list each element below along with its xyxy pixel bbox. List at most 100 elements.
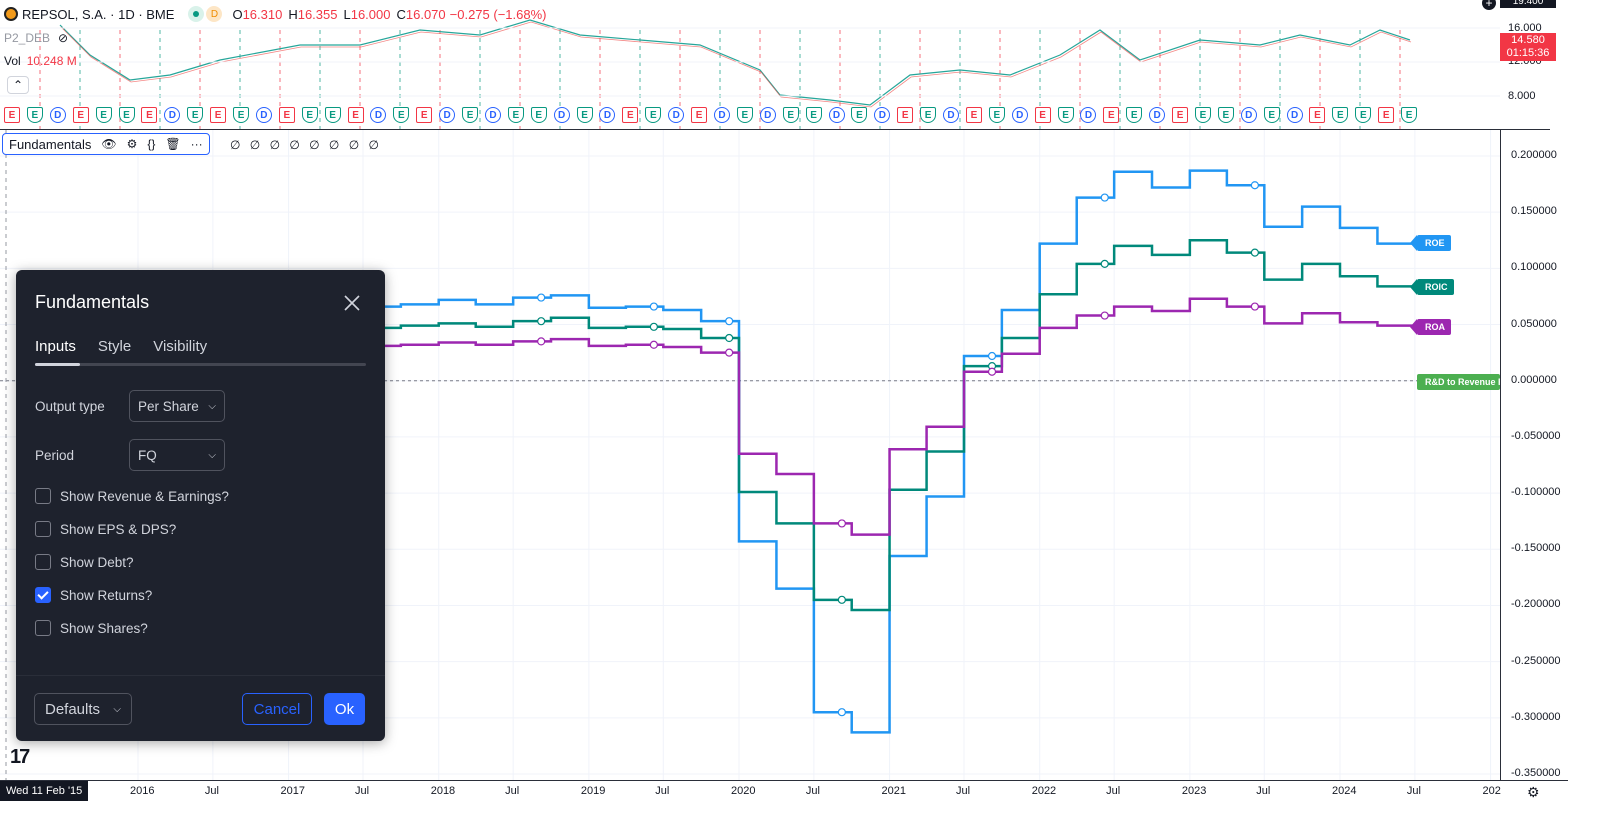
earnings-event-badge[interactable]: E (278, 107, 295, 123)
earnings-event-badge[interactable]: E (324, 107, 341, 123)
dividend-event-badge[interactable]: D (49, 107, 66, 123)
tab-style[interactable]: Style (97, 338, 132, 355)
earnings-event-badge[interactable]: E (187, 107, 204, 123)
earnings-event-badge[interactable]: E (72, 107, 89, 123)
earnings-event-badge[interactable]: E (988, 107, 1005, 123)
earnings-event-badge[interactable]: E (1217, 107, 1234, 123)
earnings-event-badge[interactable]: E (645, 107, 662, 123)
earnings-event-badge[interactable]: E (1057, 107, 1074, 123)
ok-button[interactable]: Ok (324, 693, 365, 725)
earnings-event-badge[interactable]: E (347, 107, 364, 123)
p2-label[interactable]: P2_DEB (4, 31, 51, 45)
checkbox-row[interactable]: Show Shares? (35, 620, 148, 636)
indicator-legend[interactable]: Fundamentals 👁 ⚙ {} 🗑 ··· (2, 133, 210, 155)
earnings-event-badge[interactable]: E (530, 107, 547, 123)
checkbox-row[interactable]: Show EPS & DPS? (35, 521, 176, 537)
dividend-event-badge[interactable]: D (874, 107, 891, 123)
show-revenue-checkbox[interactable] (35, 488, 51, 504)
dividend-event-badge[interactable]: D (1286, 107, 1303, 123)
more-dots-icon[interactable]: ··· (190, 137, 203, 151)
checkbox-row[interactable]: Show Debt? (35, 554, 134, 570)
close-icon[interactable] (341, 292, 363, 314)
earnings-event-badge[interactable]: E (805, 107, 822, 123)
dividend-event-badge[interactable]: D (668, 107, 685, 123)
earnings-event-badge[interactable]: E (897, 107, 914, 123)
earnings-event-badge[interactable]: E (462, 107, 479, 123)
dividend-event-badge[interactable]: D (943, 107, 960, 123)
indicator-name[interactable]: Fundamentals (9, 136, 92, 152)
earnings-event-badge[interactable]: E (210, 107, 227, 123)
earnings-event-badge[interactable]: E (507, 107, 524, 123)
earnings-event-badge[interactable]: E (1378, 107, 1395, 123)
dividend-event-badge[interactable]: D (828, 107, 845, 123)
add-plus-icon[interactable]: + (1482, 0, 1496, 10)
earnings-event-badge[interactable]: E (1355, 107, 1372, 123)
earnings-event-badge[interactable]: E (1034, 107, 1051, 123)
checkbox-row[interactable]: Show Returns? (35, 587, 152, 603)
earnings-event-badge[interactable]: E (233, 107, 250, 123)
earnings-event-badge[interactable]: E (622, 107, 639, 123)
earnings-event-badge[interactable]: E (4, 107, 20, 123)
earnings-event-badge[interactable]: E (920, 107, 937, 123)
dividend-event-badge[interactable]: D (1240, 107, 1257, 123)
tab-inputs[interactable]: Inputs (35, 338, 76, 355)
earnings-event-badge[interactable]: E (416, 107, 433, 123)
collapse-legend-button[interactable]: ⌃ (7, 76, 29, 94)
dividend-event-badge[interactable]: D (553, 107, 570, 123)
chart-settings-gear-icon[interactable]: ⚙ (1527, 784, 1540, 800)
period-select[interactable]: FQ ⌵ (129, 439, 225, 471)
earnings-event-badge[interactable]: E (1172, 107, 1189, 123)
earnings-event-badge[interactable]: E (95, 107, 112, 123)
tab-visibility[interactable]: Visibility (153, 338, 208, 355)
dividend-event-badge[interactable]: D (599, 107, 616, 123)
show-shares-checkbox[interactable] (35, 620, 51, 636)
hidden-eye-icon[interactable]: ⊘ (58, 31, 69, 45)
dividend-event-badge[interactable]: D (714, 107, 730, 123)
earnings-event-badge[interactable]: E (1194, 107, 1211, 123)
dividend-event-badge[interactable]: D (164, 107, 181, 123)
earnings-event-badge[interactable]: E (301, 107, 318, 123)
source-code-icon[interactable]: {} (147, 137, 156, 151)
earnings-event-badge[interactable]: E (782, 107, 799, 123)
dividend-event-badge[interactable]: D (1080, 107, 1097, 123)
dividend-event-badge[interactable]: D (255, 107, 272, 123)
settings-gear-icon[interactable]: ⚙ (126, 137, 138, 151)
checkbox-row[interactable]: Show Revenue & Earnings? (35, 488, 229, 504)
earnings-event-badge[interactable]: E (118, 107, 135, 123)
earnings-event-badge[interactable]: E (576, 107, 593, 123)
earnings-event-badge[interactable]: E (1263, 107, 1280, 123)
indicator-axis[interactable]: 0.200000 0.150000 0.100000 0.050000 0.000000… (1500, 130, 1568, 780)
show-debt-checkbox[interactable] (35, 554, 51, 570)
tradingview-logo-icon[interactable]: 17 (10, 746, 30, 768)
defaults-button[interactable]: Defaults ⌵ (34, 693, 132, 725)
delete-trash-icon[interactable]: 🗑 (165, 137, 181, 151)
time-axis[interactable]: 2016 Jul 2017 Jul 2018 Jul 2019 Jul 2020 Jul 2021 J… (0, 780, 1568, 801)
earnings-event-badge[interactable]: E (141, 107, 158, 123)
output-type-select[interactable]: Per Share ⌵ (129, 390, 225, 422)
volume-label[interactable]: Vol (4, 54, 21, 68)
dividend-event-badge[interactable]: D (370, 107, 387, 123)
earnings-event-badge[interactable]: E (26, 107, 43, 123)
earnings-event-badge[interactable]: E (1309, 107, 1326, 123)
dividend-event-badge[interactable]: D (484, 107, 501, 123)
earnings-event-badge[interactable]: E (691, 107, 708, 123)
price-axis[interactable]: 16.000 12.000 8.000 (1500, 0, 1568, 130)
dividend-event-badge[interactable]: D (759, 107, 776, 123)
dividend-event-badge[interactable]: D (1011, 107, 1028, 123)
dividend-event-badge[interactable]: D (1149, 107, 1166, 123)
earnings-event-badge[interactable]: E (851, 107, 868, 123)
show-returns-checkbox[interactable] (35, 587, 51, 603)
earnings-event-badge[interactable]: E (1401, 107, 1418, 123)
earnings-event-badge[interactable]: E (965, 107, 982, 123)
earnings-event-badge[interactable]: E (1103, 107, 1120, 123)
dividend-event-badge[interactable]: D (439, 107, 456, 123)
show-eps-checkbox[interactable] (35, 521, 51, 537)
eye-icon[interactable]: 👁 (101, 137, 117, 151)
earnings-event-badge[interactable]: E (1126, 107, 1143, 123)
earnings-event-badge[interactable]: E (1332, 107, 1349, 123)
symbol-name[interactable]: REPSOL, S.A. · 1D · BME (22, 6, 175, 22)
price-pane[interactable]: REPSOL, S.A. · 1D · BME D O 16.310 H 16.35… (0, 0, 1550, 130)
earnings-event-badge[interactable]: E (736, 107, 753, 123)
cancel-button[interactable]: Cancel (242, 693, 312, 725)
